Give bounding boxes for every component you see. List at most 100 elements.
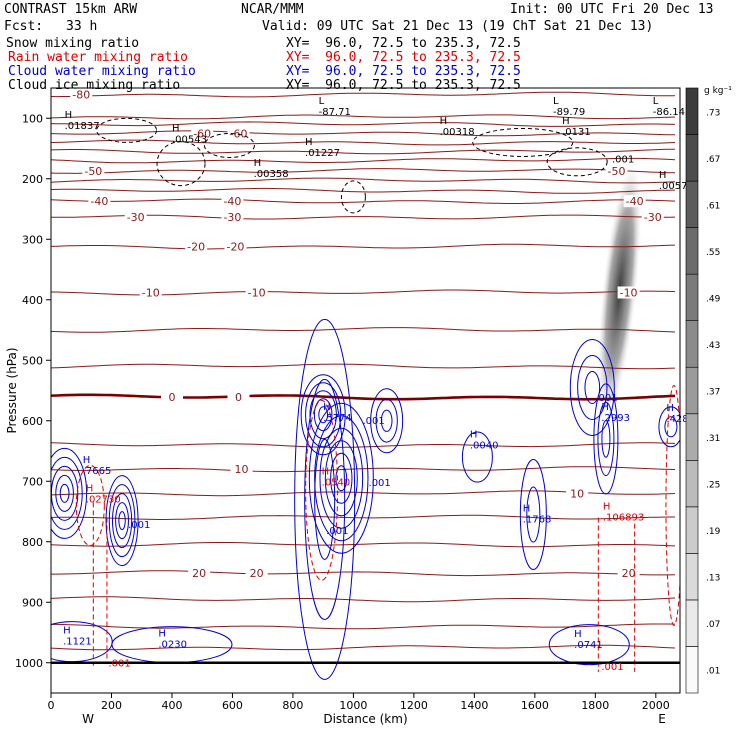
extremum-marker: H bbox=[601, 402, 609, 413]
extremum-marker: H bbox=[523, 503, 531, 514]
isotherm-label-bg bbox=[70, 88, 93, 101]
cloud-water-contour bbox=[305, 382, 342, 448]
extremum-value: .428 bbox=[666, 414, 688, 425]
extremum-value: .00358 bbox=[254, 169, 289, 180]
cloud-water-contour bbox=[330, 452, 353, 504]
west-label: W bbox=[82, 712, 94, 726]
extremum-value: -87.71 bbox=[319, 107, 351, 118]
cloud-water-contour bbox=[55, 474, 74, 512]
x-tick-label: 1000 bbox=[339, 699, 367, 712]
plot-frame bbox=[50, 87, 681, 694]
colorbar-units: g kg⁻¹ bbox=[704, 86, 732, 96]
cloud-water-contour bbox=[118, 511, 126, 531]
cloud-water-contour bbox=[108, 484, 136, 558]
y-tick-label: 400 bbox=[22, 294, 43, 307]
colorbar-label: .13 bbox=[706, 574, 720, 584]
colorbar-swatch bbox=[685, 646, 699, 694]
cloud-water-contour bbox=[308, 402, 374, 554]
y-axis-label: Pressure (hPa) bbox=[5, 347, 19, 433]
extremum-value: .001 bbox=[369, 478, 391, 489]
source-label: NCAR/MMM bbox=[241, 2, 304, 17]
isotherm-label-bg bbox=[221, 210, 244, 223]
extremum-marker: H bbox=[470, 430, 478, 441]
cloud-water-contour bbox=[577, 354, 608, 420]
extremum-value: .001 bbox=[128, 520, 150, 531]
extremum-value: .2993 bbox=[601, 413, 630, 424]
colorbar-label: .01 bbox=[706, 667, 720, 677]
extremum-value: .1121 bbox=[63, 637, 92, 648]
cloud-water-contour bbox=[300, 374, 346, 456]
extremum-value: .00318 bbox=[440, 127, 475, 138]
extremum-value: .01837 bbox=[65, 121, 100, 132]
cloud-water-contour bbox=[569, 338, 615, 436]
extremum-value: .001 bbox=[108, 658, 130, 669]
cloud-water-contour bbox=[526, 486, 541, 543]
isotherm-label: -50 bbox=[608, 165, 626, 178]
field-xy-cloud-water: XY= 96.0, 72.5 to 235.3, 72.5 bbox=[286, 64, 521, 79]
isotherm bbox=[51, 168, 676, 174]
isotherm-label: -20 bbox=[226, 241, 244, 254]
isotherm bbox=[51, 393, 676, 401]
field-name-rain: Rain water mixing ratio bbox=[8, 50, 189, 65]
extremum-marker: H bbox=[254, 158, 262, 169]
isotherm-label-bg bbox=[623, 195, 646, 208]
colorbar-label: .43 bbox=[706, 341, 720, 351]
extremum-value: .001 bbox=[362, 416, 384, 427]
cloud-water-contour bbox=[294, 318, 356, 680]
isotherm-label: -10 bbox=[142, 286, 160, 299]
extremum-marker: L bbox=[653, 96, 659, 107]
cloud-water-contour bbox=[593, 383, 619, 495]
extremum-value: -89.79 bbox=[553, 107, 585, 118]
isotherm-label-bg bbox=[139, 286, 162, 299]
isotherm-label: 20 bbox=[622, 567, 636, 580]
isotherm bbox=[51, 139, 676, 146]
isotherm bbox=[51, 363, 676, 370]
extremum-marker: H bbox=[562, 116, 570, 127]
cloud-water-contour bbox=[111, 493, 133, 549]
isotherm bbox=[51, 187, 676, 194]
colorbar-swatch bbox=[685, 134, 699, 182]
colorbar-label: .61 bbox=[706, 201, 720, 211]
isotherm bbox=[51, 148, 676, 155]
cloud-water-contour bbox=[51, 456, 83, 530]
isotherm bbox=[51, 114, 676, 120]
isotherm bbox=[51, 570, 676, 577]
y-tick-label: 800 bbox=[22, 536, 43, 549]
extremum-marker: H bbox=[172, 123, 180, 134]
extremum-marker: H bbox=[659, 170, 667, 181]
cloud-water-contour bbox=[597, 401, 615, 477]
isotherm-label: 0 bbox=[168, 391, 175, 404]
y-tick-label: 300 bbox=[22, 233, 43, 246]
extremum-value: .106893 bbox=[603, 513, 644, 524]
cloud-water-contour bbox=[314, 415, 369, 542]
rain-water-contour bbox=[305, 399, 339, 581]
colorbar-swatch bbox=[685, 599, 699, 647]
init-time: Init: 00 UTC Fri 20 Dec 13 bbox=[510, 2, 714, 17]
cloud-water-contour bbox=[115, 502, 129, 540]
isotherm-label: -30 bbox=[644, 211, 662, 224]
y-tick-label: 600 bbox=[22, 415, 43, 428]
cloud-water-contour bbox=[304, 378, 346, 620]
colorbar-swatch bbox=[685, 180, 699, 228]
extremum-value: .0230 bbox=[158, 640, 187, 651]
cloud-ice-contour bbox=[96, 117, 158, 143]
colorbar-label: .49 bbox=[706, 294, 721, 304]
extremum-value: .001 bbox=[595, 393, 617, 404]
isotherm-label: 10 bbox=[570, 487, 584, 500]
cloud-water-contour bbox=[335, 465, 348, 492]
y-tick-label: 200 bbox=[22, 173, 43, 186]
isotherm bbox=[51, 198, 676, 204]
cloud-ice-contour bbox=[472, 127, 574, 157]
colorbar-swatch bbox=[685, 460, 699, 508]
cloud-water-contour bbox=[380, 409, 393, 432]
field-xy-cloud-ice: XY= 96.0, 72.5 to 235.3, 72.5 bbox=[286, 78, 521, 93]
extremum-marker: H bbox=[440, 116, 448, 127]
isotherm-label-bg bbox=[617, 286, 640, 299]
isotherm-label: -20 bbox=[187, 241, 205, 254]
isotherm-label: -40 bbox=[626, 195, 644, 208]
field-xy-rain: XY= 96.0, 72.5 to 235.3, 72.5 bbox=[286, 50, 521, 65]
extremum-value: .001 bbox=[612, 154, 634, 165]
x-tick-label: 2000 bbox=[642, 699, 670, 712]
isotherm bbox=[51, 442, 676, 448]
isotherm bbox=[51, 542, 676, 548]
